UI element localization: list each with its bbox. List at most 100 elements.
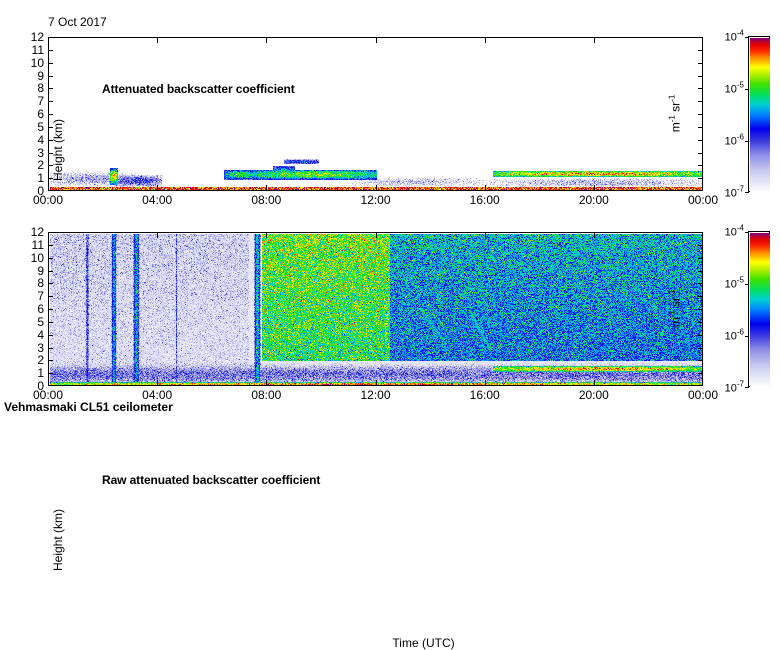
- x-tick-panel2: [702, 380, 703, 386]
- y-tick-panel1: [48, 101, 53, 103]
- y-tick-label-panel1: 11: [31, 42, 44, 57]
- y-tick-label-panel2: 6: [37, 302, 44, 316]
- colorbar-tick: [745, 141, 749, 142]
- x-tick-panel2: [266, 380, 268, 386]
- x-tick-top-panel1: [484, 37, 486, 43]
- x-tick-label-panel1: 04:00: [142, 193, 173, 207]
- y-tick-right-panel1: [698, 178, 703, 180]
- y-tick-panel1: [48, 190, 53, 191]
- y-tick-right-panel1: [698, 114, 703, 115]
- y-tick-right-panel2: [698, 334, 703, 336]
- x-tick-panel1: [157, 185, 159, 191]
- y-tick-panel2: [48, 244, 53, 246]
- y-tick-panel1: [48, 126, 53, 128]
- y-tick-panel2: [48, 309, 53, 310]
- y-tick-label-panel2: 8: [37, 276, 44, 291]
- x-axis-title-panel2: Time (UTC): [392, 636, 455, 650]
- y-tick-panel2: [48, 373, 53, 375]
- y-tick-right-panel1: [698, 75, 703, 77]
- x-tick-label-panel1: 00:00: [32, 193, 64, 207]
- y-tick-label-panel2: 9: [37, 263, 44, 278]
- x-tick-label-panel1: 00:00: [687, 193, 719, 207]
- colorbar-panel1: [745, 36, 770, 193]
- instrument-label: Vehmasmaki CL51 ceilometer: [4, 400, 173, 414]
- panel-title-raw-attenuated-backscatter: Raw attenuated backscatter coefficient: [102, 473, 321, 487]
- x-tick-panel1: [593, 185, 595, 191]
- x-tick-label-panel1: 12:00: [360, 193, 391, 207]
- y-tick-panel1: [48, 88, 53, 90]
- plot-area-raw-attenuated-backscatter[interactable]: [48, 232, 703, 386]
- y-tick-label-panel2: 5: [37, 314, 44, 329]
- date-label: 7 Oct 2017: [48, 15, 107, 29]
- heatmap-canvas-attenuated-backscatter: [50, 39, 702, 190]
- colorbar-tick: [745, 336, 749, 337]
- y-tick-panel1: [48, 75, 53, 77]
- y-tick-label-panel1: 0: [37, 184, 44, 198]
- x-tick-label-panel2: 00:00: [32, 388, 64, 402]
- colorbar-tick-label: 10-5: [724, 275, 744, 291]
- y-tick-label-panel1: 7: [37, 94, 44, 109]
- colorbar-tick: [745, 387, 749, 388]
- colorbar-tick-label: 10-4: [724, 28, 744, 44]
- y-tick-right-panel2: [698, 385, 703, 386]
- colorbar-tick: [745, 89, 749, 90]
- y-tick-label-panel2: 7: [37, 289, 44, 304]
- plot-area-attenuated-backscatter[interactable]: [48, 37, 703, 191]
- y-tick-label-panel2: 0: [37, 379, 44, 393]
- colorbar-title-panel2: m-1 sr-1: [667, 289, 683, 328]
- y-tick-right-panel2: [698, 321, 703, 323]
- y-tick-right-panel2: [698, 257, 703, 259]
- y-tick-right-panel1: [698, 37, 703, 38]
- y-tick-right-panel1: [698, 190, 703, 191]
- y-tick-right-panel1: [698, 49, 703, 51]
- x-tick-top-panel1: [48, 37, 49, 43]
- y-tick-panel1: [48, 178, 53, 180]
- y-tick-panel2: [48, 270, 53, 272]
- y-tick-right-panel2: [698, 309, 703, 310]
- x-tick-panel2: [484, 380, 486, 386]
- x-tick-panel2: [48, 380, 49, 386]
- colorbar-gradient-panel1: [750, 38, 770, 192]
- y-tick-right-panel2: [698, 232, 703, 233]
- x-tick-top-panel2: [375, 232, 377, 238]
- panel-attenuated-backscatter: Attenuated backscatter coefficient Heigh…: [31, 30, 718, 260]
- ceilometer-figure: 7 Oct 2017 Attenuated backscatter coeffi…: [4, 15, 770, 650]
- x-tick-label-panel2: 16:00: [469, 388, 500, 402]
- y-tick-panel2: [48, 283, 53, 285]
- x-tick-label-panel2: 12:00: [360, 388, 391, 402]
- y-tick-panel2: [48, 296, 53, 298]
- x-tick-panel2: [375, 380, 377, 386]
- y-tick-label-panel1: 3: [37, 145, 44, 160]
- colorbar-tick-label: 10-7: [724, 184, 744, 200]
- y-tick-panel1: [48, 62, 53, 64]
- x-tick-top-panel2: [593, 232, 595, 238]
- x-tick-label-panel1: 20:00: [578, 193, 609, 207]
- y-tick-label-panel2: 10: [30, 250, 44, 265]
- colorbar-tick-label: 10-7: [724, 379, 744, 395]
- x-tick-panel1: [484, 185, 486, 191]
- y-tick-right-panel1: [698, 165, 703, 167]
- y-tick-panel1: [48, 139, 53, 141]
- x-tick-panel1: [702, 185, 703, 191]
- colorbar-tick: [745, 37, 749, 38]
- colorbar-tick-label: 10-4: [724, 223, 744, 239]
- colorbar-gradient-panel2: [750, 233, 770, 387]
- y-tick-panel2: [48, 257, 53, 259]
- panel-raw-attenuated-backscatter: Raw attenuated backscatter coefficient H…: [31, 225, 718, 650]
- y-tick-right-panel1: [698, 152, 703, 154]
- y-tick-label-panel2: 3: [37, 340, 44, 355]
- y-tick-label-panel1: 2: [37, 158, 44, 173]
- y-tick-right-panel1: [698, 101, 703, 103]
- y-tick-panel1: [48, 152, 53, 154]
- y-axis-title-panel2: Height (km): [51, 509, 65, 572]
- y-tick-right-panel1: [698, 88, 703, 90]
- colorbar-tick: [745, 284, 749, 285]
- y-tick-right-panel2: [698, 296, 703, 298]
- x-tick-top-panel2: [484, 232, 486, 238]
- x-tick-panel1: [48, 185, 49, 191]
- y-tick-label-panel1: 6: [37, 107, 44, 121]
- x-tick-label-panel2: 08:00: [251, 388, 282, 402]
- y-tick-right-panel2: [698, 283, 703, 285]
- y-tick-label-panel1: 4: [37, 132, 44, 147]
- y-tick-label-panel2: 2: [37, 353, 44, 368]
